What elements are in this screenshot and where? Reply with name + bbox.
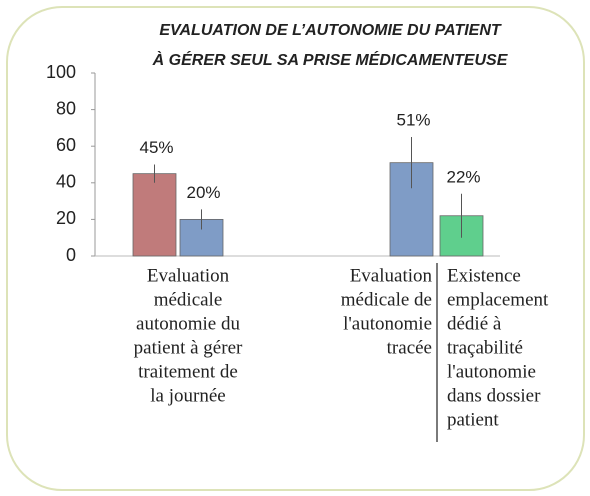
x-tick-label: dans dossier — [447, 385, 541, 406]
chart-title: À GÉRER SEUL SA PRISE MÉDICAMENTEUSE — [152, 50, 509, 69]
y-tick-label: 80 — [56, 98, 76, 118]
x-tick-label: médicale — [154, 289, 223, 310]
value-label: 51% — [396, 111, 430, 130]
x-tick-label: autonomie du — [136, 313, 240, 334]
x-tick-label: tracée — [387, 337, 432, 358]
x-tick-label: traçabilité — [447, 337, 523, 358]
x-tick-label: Existence — [447, 265, 521, 286]
x-tick-label: l'autonomie — [343, 313, 432, 334]
x-tick-label: Evaluation — [147, 265, 230, 286]
x-tick-label: traitement de — [138, 361, 238, 382]
bar — [132, 173, 177, 257]
y-tick-label: 40 — [56, 172, 76, 192]
chart-title: EVALUATION DE L’AUTONOMIE DU PATIENT — [159, 22, 502, 39]
y-tick-label: 60 — [56, 135, 76, 155]
x-tick-label: dédié à — [447, 313, 502, 334]
y-tick-label: 100 — [46, 62, 76, 82]
y-tick-label: 20 — [56, 208, 76, 228]
y-tick-label: 0 — [66, 245, 76, 265]
x-tick-label: patient — [447, 409, 499, 430]
x-tick-label: emplacement — [447, 289, 549, 310]
x-tick-label: patient à gérer — [134, 337, 243, 358]
value-label: 20% — [186, 183, 220, 202]
value-label: 45% — [139, 138, 173, 157]
x-tick-label: Evaluation — [350, 265, 433, 286]
x-tick-label: médicale de — [341, 289, 432, 310]
value-label: 22% — [446, 167, 480, 186]
frame — [6, 6, 585, 491]
x-tick-label: la journée — [150, 385, 225, 406]
x-tick-label: l'autonomie — [447, 361, 536, 382]
